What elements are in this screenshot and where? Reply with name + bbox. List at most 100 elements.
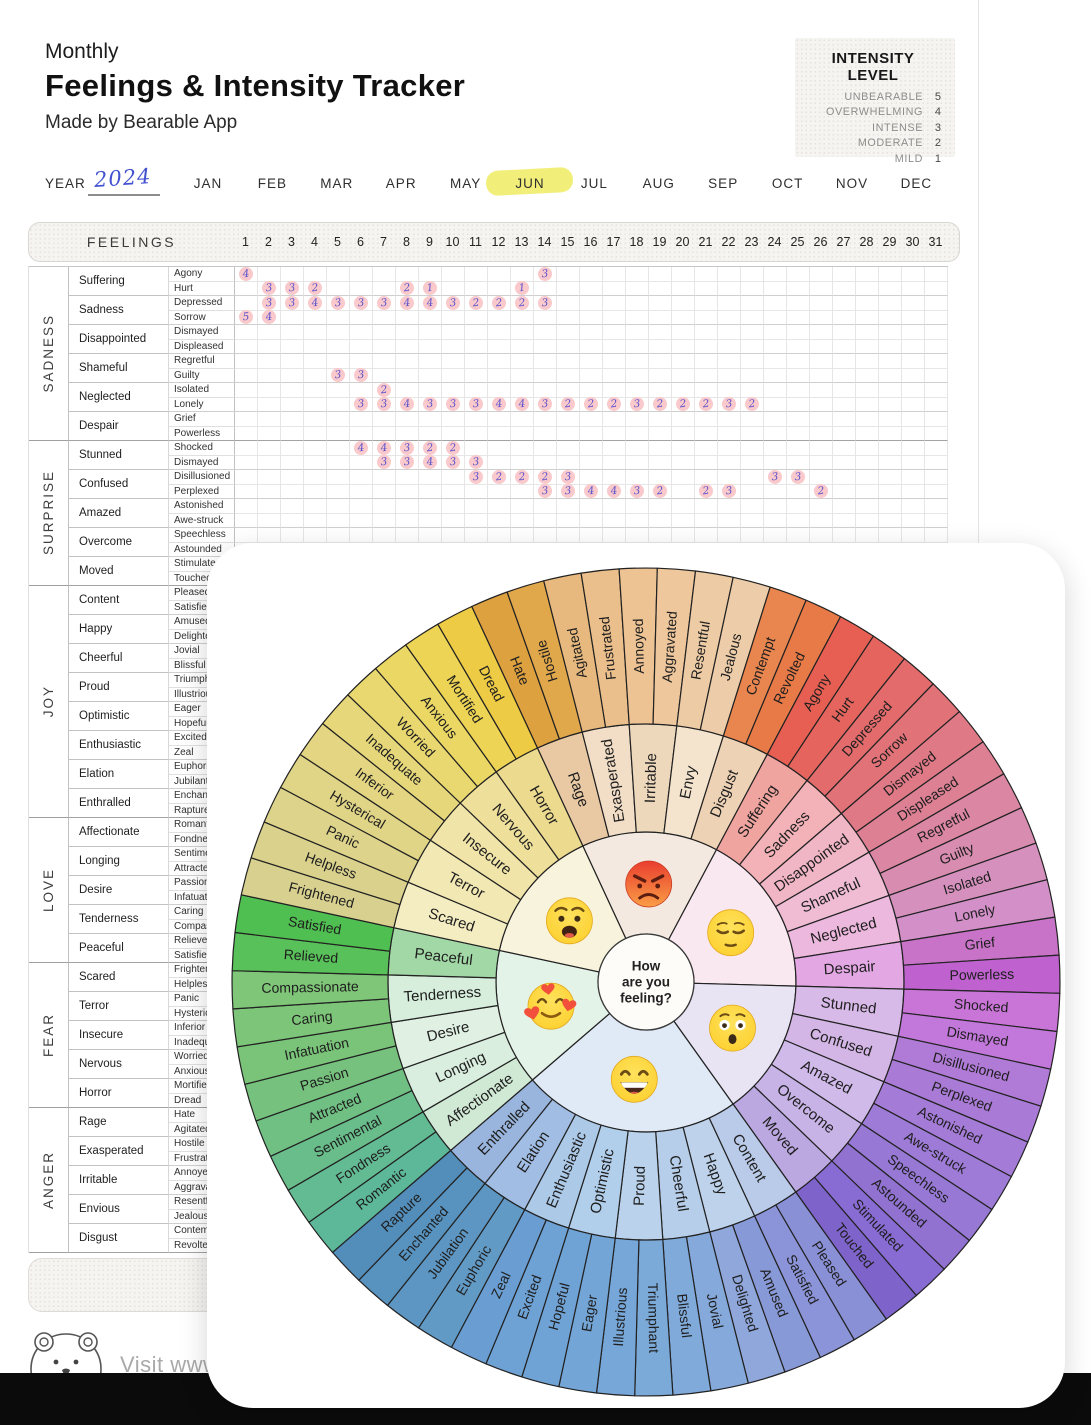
- day-cell: [602, 296, 626, 311]
- intensity-legend-rows: UNBEARABLE 5 OVERWHELMING 4 INTENSE 3 MO…: [805, 91, 941, 165]
- day-cell: [878, 470, 902, 485]
- day-cell: [924, 499, 948, 514]
- day-cell: [234, 513, 258, 528]
- day-cell: [740, 325, 764, 340]
- day-cell: [648, 470, 672, 485]
- day-cell: [924, 441, 948, 456]
- day-cell: [855, 412, 879, 427]
- day-cell: [786, 368, 810, 383]
- day-cell: [395, 339, 419, 354]
- day-cell: [533, 513, 557, 528]
- day-cell: [809, 397, 833, 412]
- day-cell: [901, 513, 925, 528]
- day-number: 16: [583, 235, 598, 249]
- subfeeling-label: Powerless: [169, 426, 235, 441]
- day-cell: [878, 499, 902, 514]
- day-cell: [326, 412, 350, 427]
- day-cell: 2: [487, 469, 511, 485]
- intensity-mark: 3: [789, 469, 806, 485]
- day-cell: [579, 499, 603, 514]
- day-cell: [717, 412, 741, 427]
- day-number: 20: [675, 235, 690, 249]
- day-cell: [487, 513, 511, 528]
- feelings-header-label: FEELINGS: [86, 234, 177, 250]
- day-cell: [395, 528, 419, 543]
- day-cell: [878, 281, 902, 296]
- day-cell: [602, 281, 626, 296]
- day-cell: [556, 339, 580, 354]
- day-cell: [694, 383, 718, 398]
- day-cell: [372, 470, 396, 485]
- day-cell: [786, 383, 810, 398]
- day-cell: [303, 484, 327, 499]
- day-cell: [855, 281, 879, 296]
- intensity-mark: 4: [421, 454, 438, 470]
- feeling-label: Stunned: [69, 441, 169, 470]
- day-cell: [510, 310, 534, 325]
- wheel-label: Despair: [823, 958, 876, 978]
- feeling-label: Overcome: [69, 528, 169, 557]
- day-cell: 3: [326, 367, 350, 383]
- day-cell: [648, 441, 672, 456]
- day-cell: [809, 455, 833, 470]
- day-cell: 3: [464, 469, 488, 485]
- day-cell: [602, 513, 626, 528]
- day-cell: [832, 470, 856, 485]
- day-cell: [280, 470, 304, 485]
- category-anger: ANGER: [29, 1108, 69, 1253]
- page-title: Feelings & Intensity Tracker: [45, 68, 466, 103]
- intensity-mark: 3: [720, 396, 737, 412]
- day-cell: [625, 499, 649, 514]
- day-cell: [832, 528, 856, 543]
- day-cell: 3: [257, 280, 281, 296]
- day-cell: [326, 267, 350, 282]
- day-cell: 4: [579, 483, 603, 499]
- day-cell: [349, 499, 373, 514]
- day-cell: [855, 310, 879, 325]
- day-cell: [441, 368, 465, 383]
- day-cell: 2: [648, 483, 672, 499]
- day-cell: [625, 354, 649, 369]
- day-cell: [556, 368, 580, 383]
- intensity-mark: 3: [352, 396, 369, 412]
- day-cell: [809, 325, 833, 340]
- intensity-legend: INTENSITY LEVEL UNBEARABLE 5 OVERWHELMIN…: [795, 38, 955, 165]
- intensity-mark: 4: [398, 295, 415, 311]
- day-cell: [625, 310, 649, 325]
- intensity-mark: 3: [375, 295, 392, 311]
- day-cell: [234, 383, 258, 398]
- day-cell: [740, 513, 764, 528]
- day-cell: [372, 339, 396, 354]
- day-cell: [372, 267, 396, 282]
- day-cell: [786, 325, 810, 340]
- year-handwritten-value: 2024: [93, 164, 153, 192]
- day-cell: [924, 528, 948, 543]
- feeling-label: Content: [69, 586, 169, 615]
- day-cell: 3: [326, 295, 350, 311]
- day-cell: [533, 455, 557, 470]
- day-cell: [303, 470, 327, 485]
- intensity-mark: 3: [375, 396, 392, 412]
- day-cell: [303, 528, 327, 543]
- day-cell: [395, 412, 419, 427]
- day-cell: [234, 499, 258, 514]
- day-cell: [326, 383, 350, 398]
- intensity-mark: 3: [329, 367, 346, 383]
- day-cell: [257, 267, 281, 282]
- day-cell: [694, 528, 718, 543]
- subfeeling-label: Depressed: [169, 296, 235, 311]
- day-cell: [418, 412, 442, 427]
- day-cell: [855, 528, 879, 543]
- day-cell: 4: [234, 266, 258, 282]
- day-cell: [326, 513, 350, 528]
- day-cell: [579, 513, 603, 528]
- day-cell: [349, 325, 373, 340]
- day-cell: 3: [556, 483, 580, 499]
- day-cell: [671, 383, 695, 398]
- feeling-label: Irritable: [69, 1166, 169, 1195]
- day-cell: [694, 470, 718, 485]
- month-sep: SEP: [708, 176, 739, 191]
- day-cell: [648, 383, 672, 398]
- day-cell: [234, 484, 258, 499]
- day-cell: [878, 441, 902, 456]
